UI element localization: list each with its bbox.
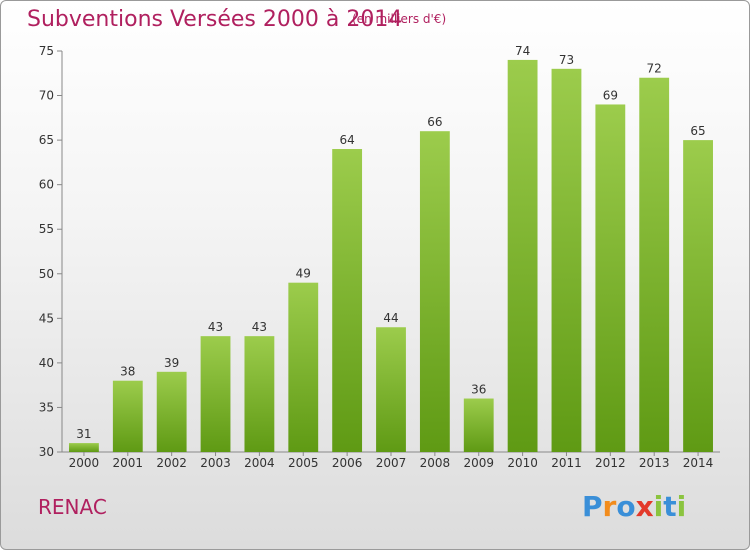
bar-2012	[595, 104, 626, 452]
value-label: 44	[383, 311, 398, 325]
value-label: 49	[296, 267, 311, 281]
x-tick-label: 2010	[507, 456, 538, 470]
x-tick-label: 2014	[683, 456, 714, 470]
x-tick-label: 2007	[376, 456, 407, 470]
value-label: 66	[427, 115, 442, 129]
value-label: 36	[471, 383, 486, 397]
value-label: 69	[603, 88, 618, 102]
bar-2009	[463, 398, 494, 452]
commune-name: RENAC	[38, 495, 107, 519]
y-tick-label: 35	[39, 400, 54, 414]
x-tick-label: 2000	[69, 456, 100, 470]
value-label: 39	[164, 356, 179, 370]
x-tick-label: 2011	[551, 456, 582, 470]
x-tick-label: 2013	[639, 456, 670, 470]
value-label: 65	[690, 124, 705, 138]
bar-2005	[288, 282, 319, 452]
bar-2002	[156, 371, 187, 452]
bar-2007	[376, 327, 406, 452]
y-tick-label: 60	[39, 178, 54, 192]
bar-2006	[332, 149, 363, 452]
y-tick-label: 45	[39, 311, 54, 325]
bar-2014	[683, 140, 713, 452]
x-tick-label: 2012	[595, 456, 626, 470]
chart-title: Subventions Versées 2000 à 2014	[27, 7, 403, 32]
bar-2003	[200, 336, 231, 452]
logo-letter: P	[582, 490, 603, 523]
y-tick-label: 30	[39, 445, 54, 459]
logo-letter: i	[676, 490, 687, 523]
logo-letter: x	[635, 490, 654, 523]
axes: 30 35 40 45 50 55 60 65 70 75 2000 2001 2002 2003 2004…	[39, 44, 720, 470]
x-tick-label: 2008	[420, 456, 451, 470]
x-tick-label: 2003	[200, 456, 231, 470]
value-label: 38	[120, 365, 135, 379]
proxiti-logo[interactable]: Proxiti	[582, 490, 686, 523]
value-label: 74	[515, 44, 530, 58]
x-tick-label: 2006	[332, 456, 363, 470]
bars	[69, 59, 713, 453]
value-label: 43	[208, 320, 223, 334]
bar-2004	[244, 336, 275, 452]
value-label: 73	[559, 53, 574, 67]
y-tick-label: 50	[39, 267, 54, 281]
value-label: 31	[76, 427, 91, 441]
bar-2008	[419, 131, 450, 452]
value-label: 72	[647, 62, 662, 76]
y-tick-label: 55	[39, 222, 54, 236]
y-tick-label: 70	[39, 89, 54, 103]
logo-letter: t	[663, 490, 677, 523]
bar-2000	[69, 443, 99, 452]
x-tick-label: 2001	[113, 456, 144, 470]
bar-2011	[551, 68, 582, 453]
bar-2001	[112, 380, 143, 452]
y-tick-label: 65	[39, 133, 54, 147]
logo-letter: r	[602, 490, 617, 523]
logo-letter: i	[653, 490, 664, 523]
value-label: 43	[252, 320, 267, 334]
y-tick-label: 40	[39, 356, 54, 370]
x-tick-label: 2004	[244, 456, 275, 470]
value-label: 64	[339, 133, 354, 147]
logo-letter: o	[616, 490, 636, 523]
bar-2013	[639, 77, 670, 452]
x-tick-label: 2005	[288, 456, 319, 470]
x-tick-label: 2002	[156, 456, 187, 470]
y-tick-label: 75	[39, 44, 54, 58]
x-tick-label: 2009	[463, 456, 494, 470]
bar-2010	[507, 59, 538, 453]
chart-subtitle: (en milliers d'€)	[352, 12, 447, 26]
value-labels: 31 38 39 43 43 49 64 44 66 36 74 73 69 72 65	[76, 44, 705, 441]
